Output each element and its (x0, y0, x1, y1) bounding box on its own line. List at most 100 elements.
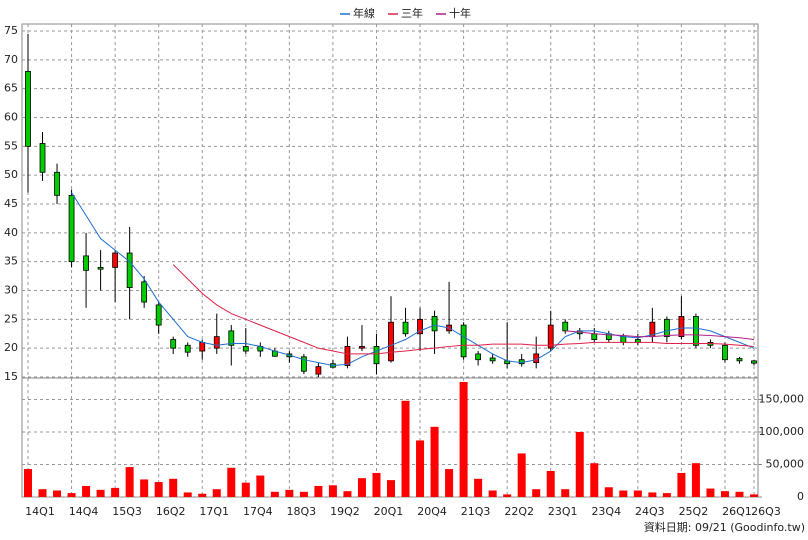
x-tick-label: 14Q1 (25, 505, 55, 518)
candle-body (460, 324, 467, 358)
volume-bar (227, 467, 236, 497)
y-tick-label: 75 (4, 24, 18, 37)
plot-frame (21, 23, 759, 498)
volume-bar (662, 493, 671, 497)
candle-body (155, 304, 162, 326)
volume-bar (401, 400, 410, 497)
volume-bar (140, 479, 149, 497)
x-tick-label: 21Q3 (461, 505, 491, 518)
candle-body (97, 267, 104, 270)
candle-body (663, 318, 670, 338)
x-tick-label: 25Q2 (679, 505, 709, 518)
volume-bar (546, 471, 555, 497)
candle-body (402, 321, 409, 335)
candle-body (736, 358, 743, 362)
candle-body (359, 346, 365, 349)
y-tick-label: 70 (4, 53, 18, 66)
volume-bar (357, 478, 366, 497)
ma-line (172, 264, 755, 355)
candle-body (184, 344, 191, 353)
candle-body (620, 336, 627, 343)
y2-tick-label: 150,000 (759, 393, 805, 406)
y-tick-label: 35 (4, 255, 18, 268)
candle-body (388, 321, 394, 362)
candle-body (489, 357, 496, 362)
volume-bar (648, 492, 657, 497)
volume-bar (285, 489, 294, 497)
volume-bar (532, 489, 541, 497)
candle-body (591, 333, 598, 340)
volume-bar (633, 490, 642, 497)
y-tick-label: 15 (4, 370, 18, 383)
candle-body (315, 366, 322, 375)
candle-body (170, 339, 177, 349)
volume-bar (720, 491, 729, 497)
y-tick-label: 45 (4, 197, 18, 210)
candle-body (39, 143, 46, 173)
candle-body (417, 318, 423, 335)
volume-bar (561, 489, 570, 497)
candle-body (300, 356, 307, 372)
x-tick-label: 17Q4 (243, 505, 273, 518)
volume-bar (445, 469, 454, 497)
volume-bar (706, 488, 715, 497)
volume-bar (488, 490, 497, 497)
candle-body (242, 346, 249, 352)
volume-bar (125, 467, 134, 497)
x-tick-label: 26Q3 (751, 505, 781, 518)
x-tick-label: 26Q1 (722, 505, 752, 518)
x-tick-label: 20Q1 (374, 505, 404, 518)
candle-body (722, 344, 728, 361)
volume-bar (241, 482, 250, 497)
volume-bar (619, 490, 628, 497)
candle-body (547, 324, 554, 349)
candle-body (83, 255, 89, 271)
volume-bar (212, 489, 221, 497)
candle-body (678, 316, 685, 338)
x-tick-label: 22Q2 (504, 505, 534, 518)
candle-body (126, 252, 133, 289)
x-tick-label: 18Q3 (287, 505, 317, 518)
x-tick-label: 17Q1 (199, 505, 229, 518)
y-tick-label: 50 (4, 168, 18, 181)
y-tick-label: 60 (4, 111, 18, 124)
y-tick-label: 40 (4, 226, 18, 239)
candle-body (518, 359, 525, 365)
volume-bar (343, 491, 352, 497)
y2-tick-label: 100,000 (759, 425, 805, 438)
y-tick-label: 20 (4, 341, 18, 354)
volume-bar (24, 469, 32, 497)
x-tick-label: 20Q4 (417, 505, 447, 518)
volume-bar (474, 478, 483, 497)
volume-bar (590, 463, 599, 497)
candle-body (373, 346, 380, 365)
candle-body (199, 341, 206, 352)
volume-bar (38, 489, 47, 497)
x-tick-label: 23Q1 (548, 505, 578, 518)
legend-label: 三年 (401, 6, 423, 20)
y-tick-label: 55 (4, 139, 18, 152)
candle-body (562, 321, 569, 332)
ma-line (71, 192, 755, 366)
x-tick-label: 19Q2 (330, 505, 360, 518)
candle-body (475, 353, 482, 361)
candle-body (25, 70, 31, 147)
volume-bar (459, 381, 468, 497)
volume-bar (183, 492, 192, 497)
candle-body (68, 194, 75, 263)
volume-bar (575, 432, 584, 497)
volume-bar (503, 494, 512, 497)
y2-tick-label: 0 (797, 490, 804, 503)
volume-bar (96, 489, 105, 497)
volume-bar (604, 487, 613, 497)
volume-bar (387, 480, 395, 497)
volume-bar (691, 463, 700, 497)
candle-body (751, 360, 757, 364)
volume-bar (328, 485, 337, 497)
volume-bar (270, 491, 279, 497)
y2-tick-label: 50,000 (766, 458, 805, 471)
x-tick-label: 24Q3 (635, 505, 665, 518)
volume-bar (735, 491, 744, 497)
y-tick-label: 65 (4, 82, 18, 95)
ma-line (565, 330, 755, 341)
